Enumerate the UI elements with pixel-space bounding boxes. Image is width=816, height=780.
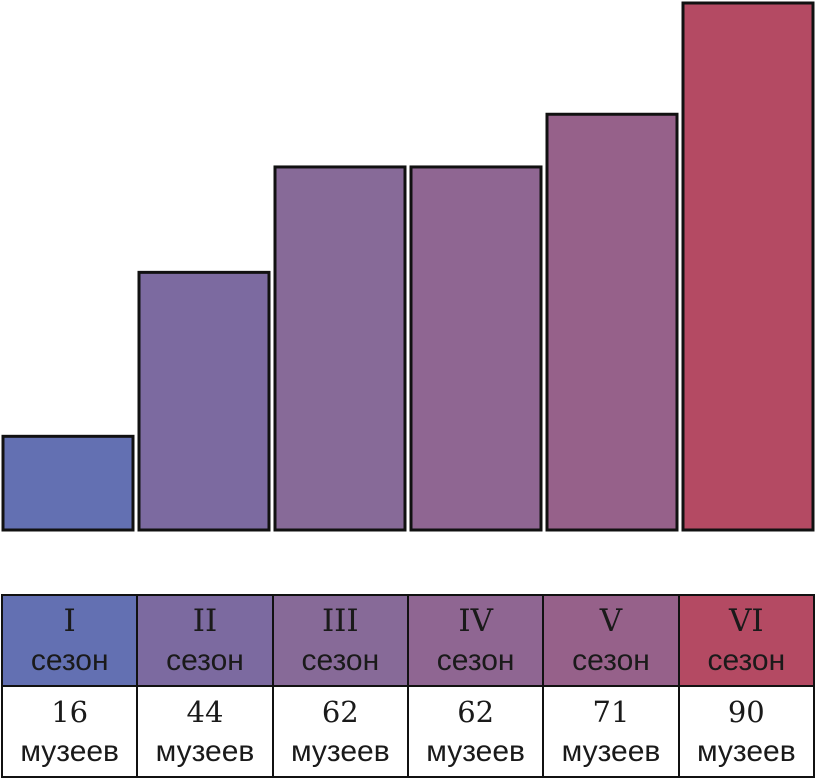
count-cell-6: 90 музеев [677, 685, 816, 778]
museum-unit: музеев [290, 734, 390, 768]
bar-season-3 [273, 165, 407, 532]
count-row: 16 музеев 44 музеев 62 музеев 62 музеев 71 му… [0, 685, 816, 778]
count-cell-2: 44 музеев [136, 685, 274, 778]
season-roman: II [192, 602, 218, 639]
museum-count: 62 [321, 694, 359, 729]
museum-count: 90 [727, 694, 765, 729]
count-cell-5: 71 музеев [542, 685, 680, 778]
bar-season-5 [545, 112, 679, 532]
season-cell-4: IV сезон [406, 594, 545, 687]
museum-unit: музеев [155, 734, 255, 768]
bar-season-6 [681, 1, 815, 532]
season-roman: VI [729, 602, 764, 639]
season-word: сезон [707, 643, 786, 677]
bar-chart [1, 1, 815, 532]
museum-unit: музеев [561, 734, 661, 768]
season-roman: III [321, 602, 359, 639]
season-cell-3: III сезон [271, 594, 409, 687]
season-word: сезон [572, 643, 650, 677]
museum-unit: музеев [696, 734, 796, 768]
season-roman: V [599, 602, 623, 639]
bar-season-1 [1, 434, 135, 532]
museum-unit: музеев [20, 734, 119, 768]
season-roman: I [63, 602, 76, 639]
season-word: сезон [166, 643, 244, 677]
museum-count: 44 [186, 694, 224, 729]
bar-season-4 [409, 165, 543, 532]
bar-season-2 [137, 270, 271, 532]
season-cell-6: VI сезон [677, 594, 816, 687]
museum-unit: музеев [426, 734, 525, 768]
season-word: сезон [30, 643, 109, 677]
season-roman: IV [458, 602, 493, 639]
museum-count: 71 [592, 694, 630, 729]
museum-count: 62 [457, 694, 495, 729]
season-word: сезон [301, 643, 380, 677]
count-cell-1: 16 музеев [0, 685, 139, 778]
count-cell-4: 62 музеев [406, 685, 545, 778]
count-cell-3: 62 музеев [271, 685, 409, 778]
season-word: сезон [436, 643, 515, 677]
museum-count: 16 [51, 694, 89, 729]
season-cell-2: II сезон [136, 594, 274, 687]
